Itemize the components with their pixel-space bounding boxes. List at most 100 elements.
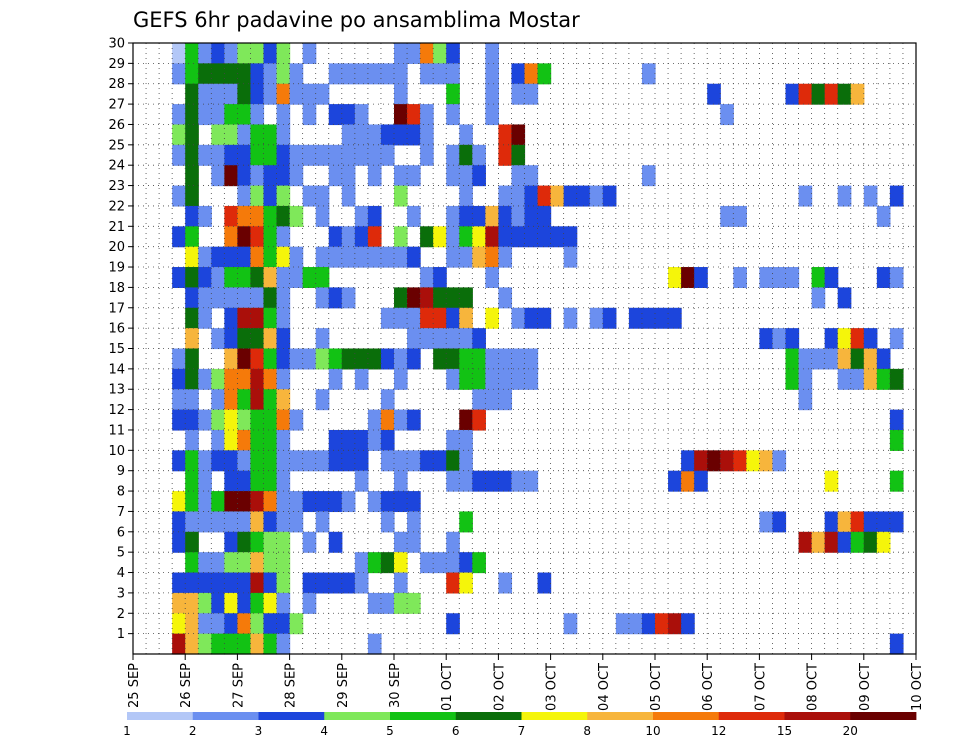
y-tick-label: 11 [108, 423, 125, 438]
heatmap-cell [198, 450, 212, 472]
heatmap-cell [394, 348, 408, 370]
heatmap-cell [185, 267, 199, 288]
heatmap-cell [289, 450, 304, 472]
heatmap-cell [655, 307, 669, 329]
colorbar-swatch [258, 712, 325, 720]
heatmap-cell [224, 348, 238, 370]
y-tick-label: 9 [117, 464, 125, 479]
heatmap-cell [211, 368, 225, 390]
heatmap-cell [498, 226, 513, 248]
heatmap-cell [694, 450, 708, 472]
heatmap-cell [276, 592, 291, 614]
heatmap-cell [824, 83, 839, 105]
heatmap-cell [250, 328, 265, 350]
heatmap-cell [446, 348, 460, 370]
heatmap-cell [185, 83, 199, 105]
heatmap-cell [759, 267, 774, 288]
heatmap-cell [263, 83, 278, 105]
heatmap-cell [328, 368, 343, 390]
colorbar-swatch [521, 712, 588, 720]
heatmap-cell [772, 267, 787, 288]
heatmap-cell [720, 104, 734, 126]
heatmap-cell [420, 124, 434, 146]
y-tick-label: 30 [108, 37, 125, 52]
heatmap-cell [198, 83, 212, 105]
heatmap-cell [394, 287, 408, 309]
heatmap-cell [211, 246, 225, 268]
heatmap-cell [628, 613, 643, 635]
heatmap-cell [237, 592, 252, 614]
heatmap-cell [211, 83, 225, 105]
heatmap-cell [211, 450, 225, 472]
heatmap-cell [485, 205, 499, 227]
heatmap-cell [185, 592, 199, 614]
heatmap-cell [172, 613, 186, 635]
heatmap-cell [615, 613, 630, 635]
heatmap-cell [237, 531, 252, 553]
heatmap-cell [876, 348, 891, 370]
heatmap-cell [315, 511, 330, 533]
heatmap-cell [263, 43, 278, 64]
heatmap-cell [302, 144, 317, 166]
heatmap-cell [498, 185, 513, 207]
heatmap-cell [511, 348, 526, 370]
heatmap-cell [681, 613, 695, 635]
heatmap-cell [341, 104, 356, 126]
heatmap-cell [668, 307, 682, 329]
heatmap-cell [380, 348, 395, 370]
heatmap-cell [485, 470, 499, 492]
heatmap-cell [485, 348, 499, 370]
heatmap-cell [328, 144, 343, 166]
heatmap-cell [341, 246, 356, 268]
heatmap-cell [446, 552, 460, 574]
colorbar-swatch [455, 712, 522, 720]
heatmap-cell [733, 267, 747, 288]
heatmap-cell [224, 572, 238, 594]
heatmap-cell [185, 613, 199, 635]
heatmap-cell [446, 429, 460, 451]
heatmap-cell [446, 83, 460, 105]
heatmap-cell [459, 185, 473, 207]
heatmap-cell [276, 348, 291, 370]
heatmap-cell [446, 328, 460, 350]
heatmap-cell [263, 450, 278, 472]
heatmap-cell [185, 307, 199, 329]
heatmap-cell [759, 328, 774, 350]
heatmap-cell [276, 491, 291, 513]
heatmap-cell [446, 613, 460, 635]
heatmap-cell [446, 144, 460, 166]
heatmap-cell [328, 226, 343, 248]
heatmap-cell [341, 124, 356, 146]
heatmap-cell [759, 450, 774, 472]
heatmap-cell [446, 531, 460, 553]
heatmap-cell [172, 144, 186, 166]
heatmap-cell [276, 267, 291, 288]
heatmap-cell [420, 144, 434, 166]
heatmap-cell [276, 287, 291, 309]
heatmap-cell [263, 205, 278, 227]
heatmap-cell [315, 246, 330, 268]
heatmap-cell [172, 368, 186, 390]
heatmap-cell [172, 124, 186, 146]
heatmap-cell [863, 348, 878, 370]
heatmap-cell [263, 246, 278, 268]
heatmap-cell [459, 348, 473, 370]
y-tick-label: 5 [117, 546, 125, 561]
heatmap-cell [185, 572, 199, 594]
heatmap-cell [472, 470, 486, 492]
heatmap-cell [485, 83, 499, 105]
heatmap-cell [498, 124, 513, 146]
heatmap-cell [876, 267, 891, 288]
heatmap-cell [394, 246, 408, 268]
heatmap-cell [224, 491, 238, 513]
heatmap-cell [367, 63, 382, 85]
heatmap-cell [524, 226, 539, 248]
heatmap-cell [485, 389, 499, 411]
heatmap-cell [798, 368, 813, 390]
heatmap-cell [315, 205, 330, 227]
heatmap-cell [263, 328, 278, 350]
heatmap-cell [394, 185, 408, 207]
heatmap-cell [250, 43, 265, 64]
y-tick-label: 16 [108, 322, 125, 337]
heatmap-cell [263, 552, 278, 574]
